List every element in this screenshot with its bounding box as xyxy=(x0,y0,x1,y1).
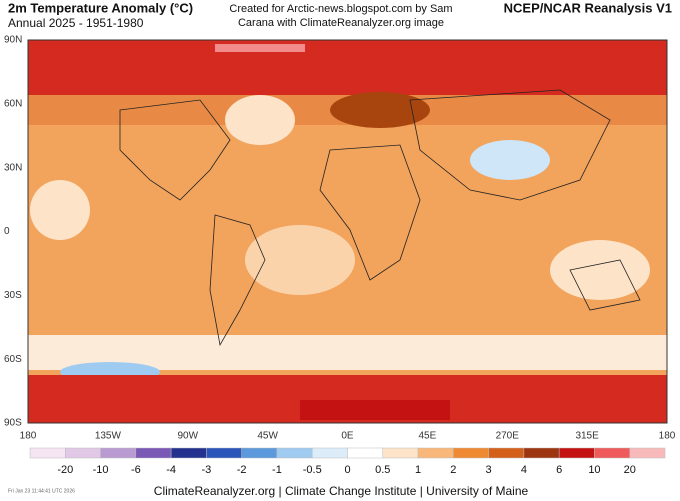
colorbar-swatch xyxy=(629,447,666,459)
map-region xyxy=(215,44,305,52)
map-region xyxy=(28,40,667,95)
footer-source: ClimateReanalyzer.org | Climate Change I… xyxy=(154,484,529,498)
colorbar-label: -20 xyxy=(57,464,73,476)
colorbar-swatch xyxy=(594,447,630,459)
colorbar-label: -1 xyxy=(272,464,282,476)
lon-label: 45E xyxy=(418,431,436,442)
lon-label: 270E xyxy=(496,431,520,442)
colorbar-swatch xyxy=(206,447,242,459)
colorbar-swatch xyxy=(311,447,348,459)
colorbar-label: 1 xyxy=(415,464,421,476)
lon-label: 90W xyxy=(177,431,198,442)
colorbar-label: -0.5 xyxy=(303,464,322,476)
lat-label: 30N xyxy=(4,162,22,173)
colorbar-swatch xyxy=(29,447,66,459)
lon-label: 0E xyxy=(341,431,354,442)
colorbar-swatch xyxy=(100,447,137,459)
colorbar-label: 0 xyxy=(344,464,350,476)
colorbar-label: 20 xyxy=(624,464,636,476)
map-region xyxy=(330,92,430,128)
colorbar-swatch xyxy=(558,447,595,459)
map-region xyxy=(245,225,355,295)
colorbar-label: -3 xyxy=(201,464,211,476)
lon-label: 45W xyxy=(257,431,278,442)
coastline xyxy=(119,89,641,347)
lat-label: 60S xyxy=(4,354,22,365)
colorbar-label: -6 xyxy=(131,464,141,476)
colorbar-swatch xyxy=(276,447,313,459)
lon-label: 180 xyxy=(659,431,676,442)
map-region xyxy=(225,95,295,145)
map-region xyxy=(470,140,550,180)
lat-label: 90N xyxy=(4,35,22,46)
lat-labels: 90N 60N 30N 0 30S 60S 90S xyxy=(4,35,22,429)
title: 2m Temperature Anomaly (°C) xyxy=(8,0,193,15)
map-region xyxy=(30,180,90,240)
colorbar-swatch xyxy=(135,447,172,459)
map-region xyxy=(300,400,450,420)
colorbar-label: 6 xyxy=(556,464,562,476)
lon-labels: 180 135W 90W 45W 0E 45E 270E 315E 180 xyxy=(20,431,676,442)
colorbar-label: 10 xyxy=(588,464,600,476)
colorbar-label: -4 xyxy=(166,464,176,476)
credit-line: Created for Arctic-news.blogspot.com by … xyxy=(229,3,452,15)
colorbar-label: -2 xyxy=(237,464,247,476)
colorbar-swatch xyxy=(347,447,384,459)
lon-label: 315E xyxy=(575,431,599,442)
colorbar-swatch xyxy=(453,447,489,459)
lon-label: 135W xyxy=(95,431,122,442)
colorbar: -20 -10 -6 -4 -3 -2 -1 -0.5 0 0.5 1 2 3 4 6 10 20 xyxy=(29,447,666,476)
map-frame xyxy=(27,39,668,424)
lat-label: 60N xyxy=(4,98,22,109)
lat-label: 30S xyxy=(4,290,22,301)
colorbar-swatch xyxy=(65,447,101,459)
subtitle: Annual 2025 - 1951-1980 xyxy=(8,16,144,30)
colorbar-label: 0.5 xyxy=(375,464,390,476)
map-region xyxy=(550,240,650,300)
lon-label: 180 xyxy=(20,431,37,442)
dataset: NCEP/NCAR Reanalysis V1 xyxy=(504,0,672,15)
colorbar-label: 4 xyxy=(521,464,527,476)
timestamp: Fri Jan 23 11:44:41 UTC 2026 xyxy=(8,488,75,494)
lat-label: 0 xyxy=(4,226,10,237)
colorbar-swatch xyxy=(523,447,560,459)
colorbar-swatch xyxy=(382,447,419,459)
colorbar-label: -10 xyxy=(93,464,109,476)
credit-line: Carana with ClimateReanalyzer.org image xyxy=(238,17,444,29)
colorbar-swatch xyxy=(170,447,207,459)
colorbar-swatch xyxy=(488,447,525,459)
colorbar-label: 2 xyxy=(450,464,456,476)
map xyxy=(27,39,668,424)
colorbar-label: 3 xyxy=(486,464,492,476)
lat-label: 90S xyxy=(4,418,22,429)
colorbar-swatch xyxy=(417,447,454,459)
colorbar-swatch xyxy=(241,447,278,459)
